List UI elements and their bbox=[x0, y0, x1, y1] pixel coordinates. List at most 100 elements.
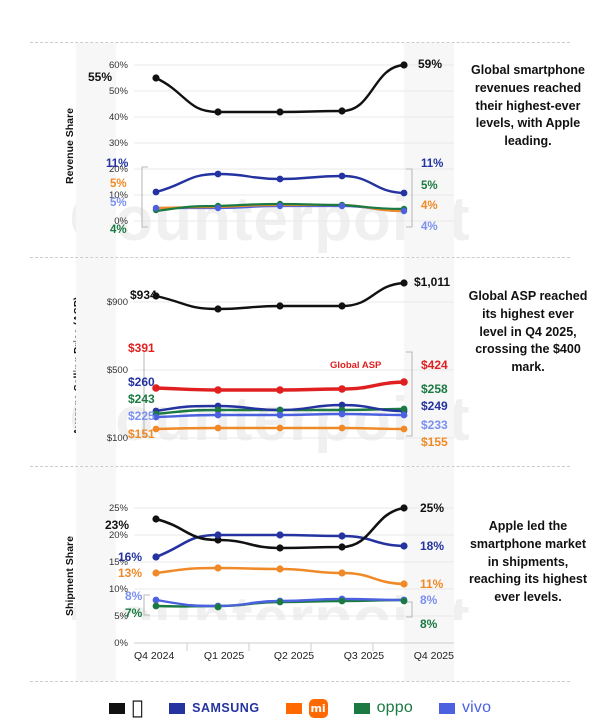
x-axis-labels: Q4 2024 Q1 2025 Q2 2025 Q3 2025 Q4 2025 bbox=[134, 650, 454, 662]
legend-swatch-oppo bbox=[353, 702, 370, 714]
label-asp-left-global: $391 bbox=[128, 341, 155, 355]
label-revenue-right-mi: 4% bbox=[421, 200, 438, 212]
svg-text:20%: 20% bbox=[109, 530, 129, 541]
label-shipment-right-oppo: 8% bbox=[420, 617, 438, 631]
band-right-3 bbox=[404, 467, 454, 681]
label-asp-right-samsung: $249 bbox=[421, 399, 448, 413]
annotation-global-asp: Global ASP bbox=[330, 360, 382, 371]
asp-svg: $900 $500 $100 bbox=[107, 279, 454, 444]
svg-text:10%: 10% bbox=[109, 584, 129, 595]
band-left-1 bbox=[76, 43, 116, 257]
label-revenue-left-vivo: 5% bbox=[110, 197, 127, 209]
label-asp-left-mi: $151 bbox=[128, 427, 155, 441]
legend-swatch-samsung bbox=[169, 702, 186, 714]
y-ticks-shipment: 25% 20% 15% 10% 5% 0% bbox=[109, 503, 129, 649]
label-shipment-right-vivo: 8% bbox=[420, 593, 438, 607]
label-shipment-left-vivo: 8% bbox=[125, 589, 143, 603]
legend-label-vivo: vivo bbox=[456, 699, 491, 716]
label-shipment-left-oppo: 7% bbox=[125, 606, 143, 620]
label-shipment-left-mi: 13% bbox=[118, 566, 143, 580]
divider-bottom bbox=[30, 681, 570, 682]
axis-title-shipment-share: Shipment Share bbox=[64, 536, 76, 616]
svg-text:40%: 40% bbox=[109, 112, 129, 123]
svg-text:50%: 50% bbox=[109, 86, 129, 97]
label-revenue-left-oppo: 4% bbox=[110, 224, 127, 236]
apple-logo-icon:  bbox=[132, 698, 143, 718]
legend-swatch-apple bbox=[108, 702, 125, 714]
note-asp: Global ASP reached its highest ever leve… bbox=[468, 289, 588, 374]
chart-asp: $900 $500 $100 bbox=[76, 258, 466, 466]
svg-text:0%: 0% bbox=[114, 638, 128, 649]
svg-text:25%: 25% bbox=[109, 503, 129, 514]
note-shipment-share: Apple led the smartphone market in shipm… bbox=[468, 519, 588, 604]
label-revenue-left-mi: 5% bbox=[110, 178, 127, 190]
y-ticks-revenue: 60% 50% 40% 30% 20% 10% 0% bbox=[109, 60, 129, 227]
markers-revenue bbox=[152, 61, 408, 215]
x-label-q4-2024: Q4 2024 bbox=[134, 650, 175, 662]
legend-item-mi[interactable]: mi bbox=[285, 698, 328, 718]
svg-text:0%: 0% bbox=[114, 216, 128, 227]
gridlines-revenue bbox=[134, 64, 454, 222]
svg-text:$900: $900 bbox=[107, 297, 128, 308]
axis-title-revenue-share: Revenue Share bbox=[64, 108, 76, 184]
label-asp-right-vivo: $233 bbox=[421, 418, 448, 432]
band-left-2 bbox=[76, 258, 116, 466]
label-revenue-right-apple: 59% bbox=[418, 57, 443, 71]
legend-item-oppo[interactable]: oppo bbox=[353, 699, 413, 717]
svg-text:5%: 5% bbox=[114, 611, 128, 622]
svg-text:$500: $500 bbox=[107, 365, 128, 376]
label-shipment-right-samsung: 18% bbox=[420, 539, 445, 553]
label-revenue-right-vivo: 4% bbox=[421, 221, 438, 233]
band-left-3 bbox=[76, 467, 116, 681]
x-label-q2-2025: Q2 2025 bbox=[273, 650, 315, 662]
svg-text:60%: 60% bbox=[109, 60, 129, 71]
label-asp-right-global: $424 bbox=[421, 358, 448, 372]
label-asp-right-oppo: $258 bbox=[421, 382, 448, 396]
label-revenue-right-samsung: 11% bbox=[421, 158, 444, 170]
x-label-q1-2025: Q1 2025 bbox=[203, 650, 245, 662]
label-revenue-left-samsung: 11% bbox=[106, 158, 129, 170]
chart-revenue-share: 60% 50% 40% 30% 20% 10% 0% bbox=[76, 43, 466, 257]
markers-shipment bbox=[152, 504, 408, 611]
svg-text:10%: 10% bbox=[109, 190, 129, 201]
note-revenue-share: Global smartphone revenues reached their… bbox=[471, 63, 585, 148]
label-revenue-right-oppo: 5% bbox=[421, 180, 438, 192]
legend-label-oppo: oppo bbox=[370, 699, 413, 716]
legend-item-samsung[interactable]: SAMSUNG bbox=[169, 701, 259, 715]
divider-2 bbox=[30, 466, 570, 467]
legend-item-apple[interactable]:  bbox=[108, 698, 143, 718]
label-asp-left-oppo: $243 bbox=[128, 392, 155, 406]
x-label-q3-2025: Q3 2025 bbox=[343, 650, 385, 662]
legend-swatch-mi bbox=[285, 702, 302, 714]
svg-text:20%: 20% bbox=[109, 164, 129, 175]
label-revenue-left-apple: 55% bbox=[88, 70, 113, 84]
chart-shipment-share: 25% 20% 15% 10% 5% 0% bbox=[76, 467, 466, 681]
y-ticks-asp: $900 $500 $100 bbox=[107, 297, 128, 444]
label-asp-left-vivo: $225 bbox=[128, 409, 155, 423]
legend-label-samsung: SAMSUNG bbox=[186, 701, 259, 715]
label-asp-right-apple: $1,011 bbox=[414, 275, 451, 289]
label-shipment-left-samsung: 16% bbox=[118, 550, 143, 564]
legend-item-vivo[interactable]: vivo bbox=[438, 699, 491, 717]
gridlines-asp bbox=[134, 301, 454, 439]
divider-1 bbox=[30, 257, 570, 258]
label-asp-left-apple: $934 bbox=[130, 288, 157, 302]
divider-top bbox=[30, 42, 570, 43]
x-label-q4-2025: Q4 2025 bbox=[413, 650, 454, 662]
svg-text:30%: 30% bbox=[109, 138, 129, 149]
label-shipment-right-apple: 25% bbox=[420, 501, 445, 515]
label-asp-left-samsung: $260 bbox=[128, 375, 155, 389]
svg-text:15%: 15% bbox=[109, 557, 129, 568]
label-asp-right-mi: $155 bbox=[421, 435, 448, 449]
markers-asp bbox=[152, 279, 408, 433]
legend-swatch-vivo bbox=[438, 702, 455, 714]
svg-text:$100: $100 bbox=[107, 433, 128, 444]
mi-logo-icon: mi bbox=[308, 698, 328, 718]
shipment-share-svg: 25% 20% 15% 10% 5% 0% bbox=[109, 503, 454, 651]
x-tick-marks bbox=[186, 643, 374, 651]
revenue-share-svg: 60% 50% 40% 30% 20% 10% 0% bbox=[109, 60, 454, 228]
label-shipment-left-apple: 23% bbox=[105, 518, 130, 532]
label-shipment-right-mi: 11% bbox=[420, 577, 444, 591]
legend:  SAMSUNG mi oppo vivo bbox=[0, 688, 600, 728]
